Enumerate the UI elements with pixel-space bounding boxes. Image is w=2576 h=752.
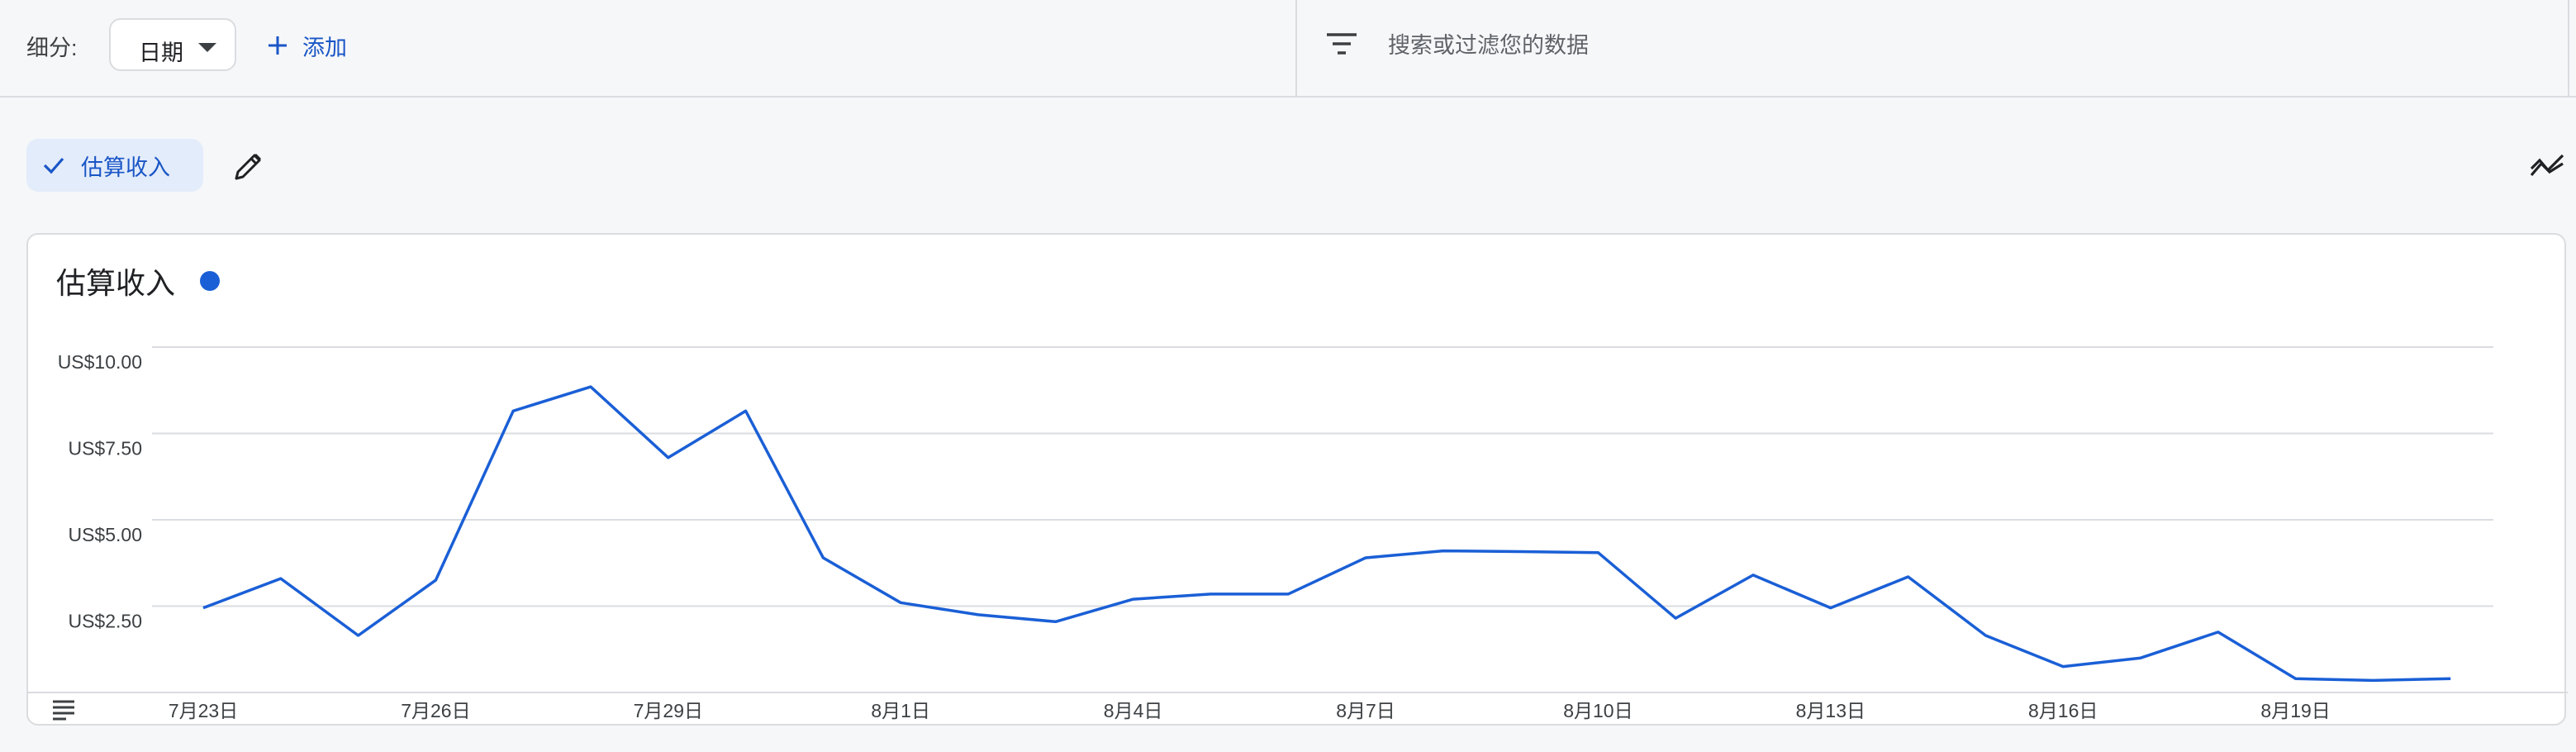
metric-chip-label: 估算收入 <box>81 155 170 180</box>
add-segment-button[interactable]: 添加 <box>266 23 347 68</box>
x-tick-label: 8月16日 <box>2028 700 2098 721</box>
chevron-down-icon <box>198 43 216 52</box>
chart-title: 估算收入 <box>56 266 176 300</box>
x-tick-label: 8月7日 <box>1336 700 1395 721</box>
segment-dropdown[interactable]: 日期 <box>109 18 236 71</box>
x-tick-label: 7月26日 <box>401 700 470 721</box>
series-line <box>202 385 2451 683</box>
x-tick-label: 8月13日 <box>1796 700 1865 721</box>
pencil-icon[interactable] <box>231 150 264 183</box>
segment-label: 细分: <box>26 36 78 60</box>
x-tick-label: 7月29日 <box>634 700 703 721</box>
trend-compare-icon[interactable] <box>2530 152 2566 180</box>
toolbar: 细分: 日期 添加 <box>0 0 2576 98</box>
table-icon[interactable] <box>51 699 76 721</box>
toolbar-divider <box>1295 0 1297 98</box>
x-tick-label: 8月19日 <box>2260 700 2330 721</box>
x-tick-label: 7月23日 <box>169 700 238 721</box>
metric-chip-estimated-revenue[interactable]: 估算收入 <box>26 139 203 192</box>
legend-dot <box>200 271 220 291</box>
segment-value: 日期 <box>139 40 183 65</box>
y-tick-label: US$5.00 <box>68 524 142 545</box>
search-input[interactable] <box>1388 25 2528 66</box>
chart-card: 估算收入 US$2.50 US$5.00 US$7.50 US$10.00 7月23日 7… <box>26 233 2568 726</box>
check-icon <box>43 157 64 174</box>
plus-icon <box>269 36 287 55</box>
x-tick-label: 8月1日 <box>871 700 930 721</box>
filter-icon <box>1327 33 1357 55</box>
y-tick-label: US$7.50 <box>68 438 142 459</box>
add-segment-label: 添加 <box>302 35 347 60</box>
line-chart: US$2.50 US$5.00 US$7.50 US$10.00 7月23日 7月26日 7… <box>28 346 2568 721</box>
x-tick-label: 8月4日 <box>1104 700 1163 721</box>
x-tick-label: 8月10日 <box>1563 700 1633 721</box>
y-tick-label: US$2.50 <box>68 611 142 632</box>
toolbar-divider-right <box>2568 0 2569 98</box>
y-tick-label: US$10.00 <box>58 351 142 373</box>
